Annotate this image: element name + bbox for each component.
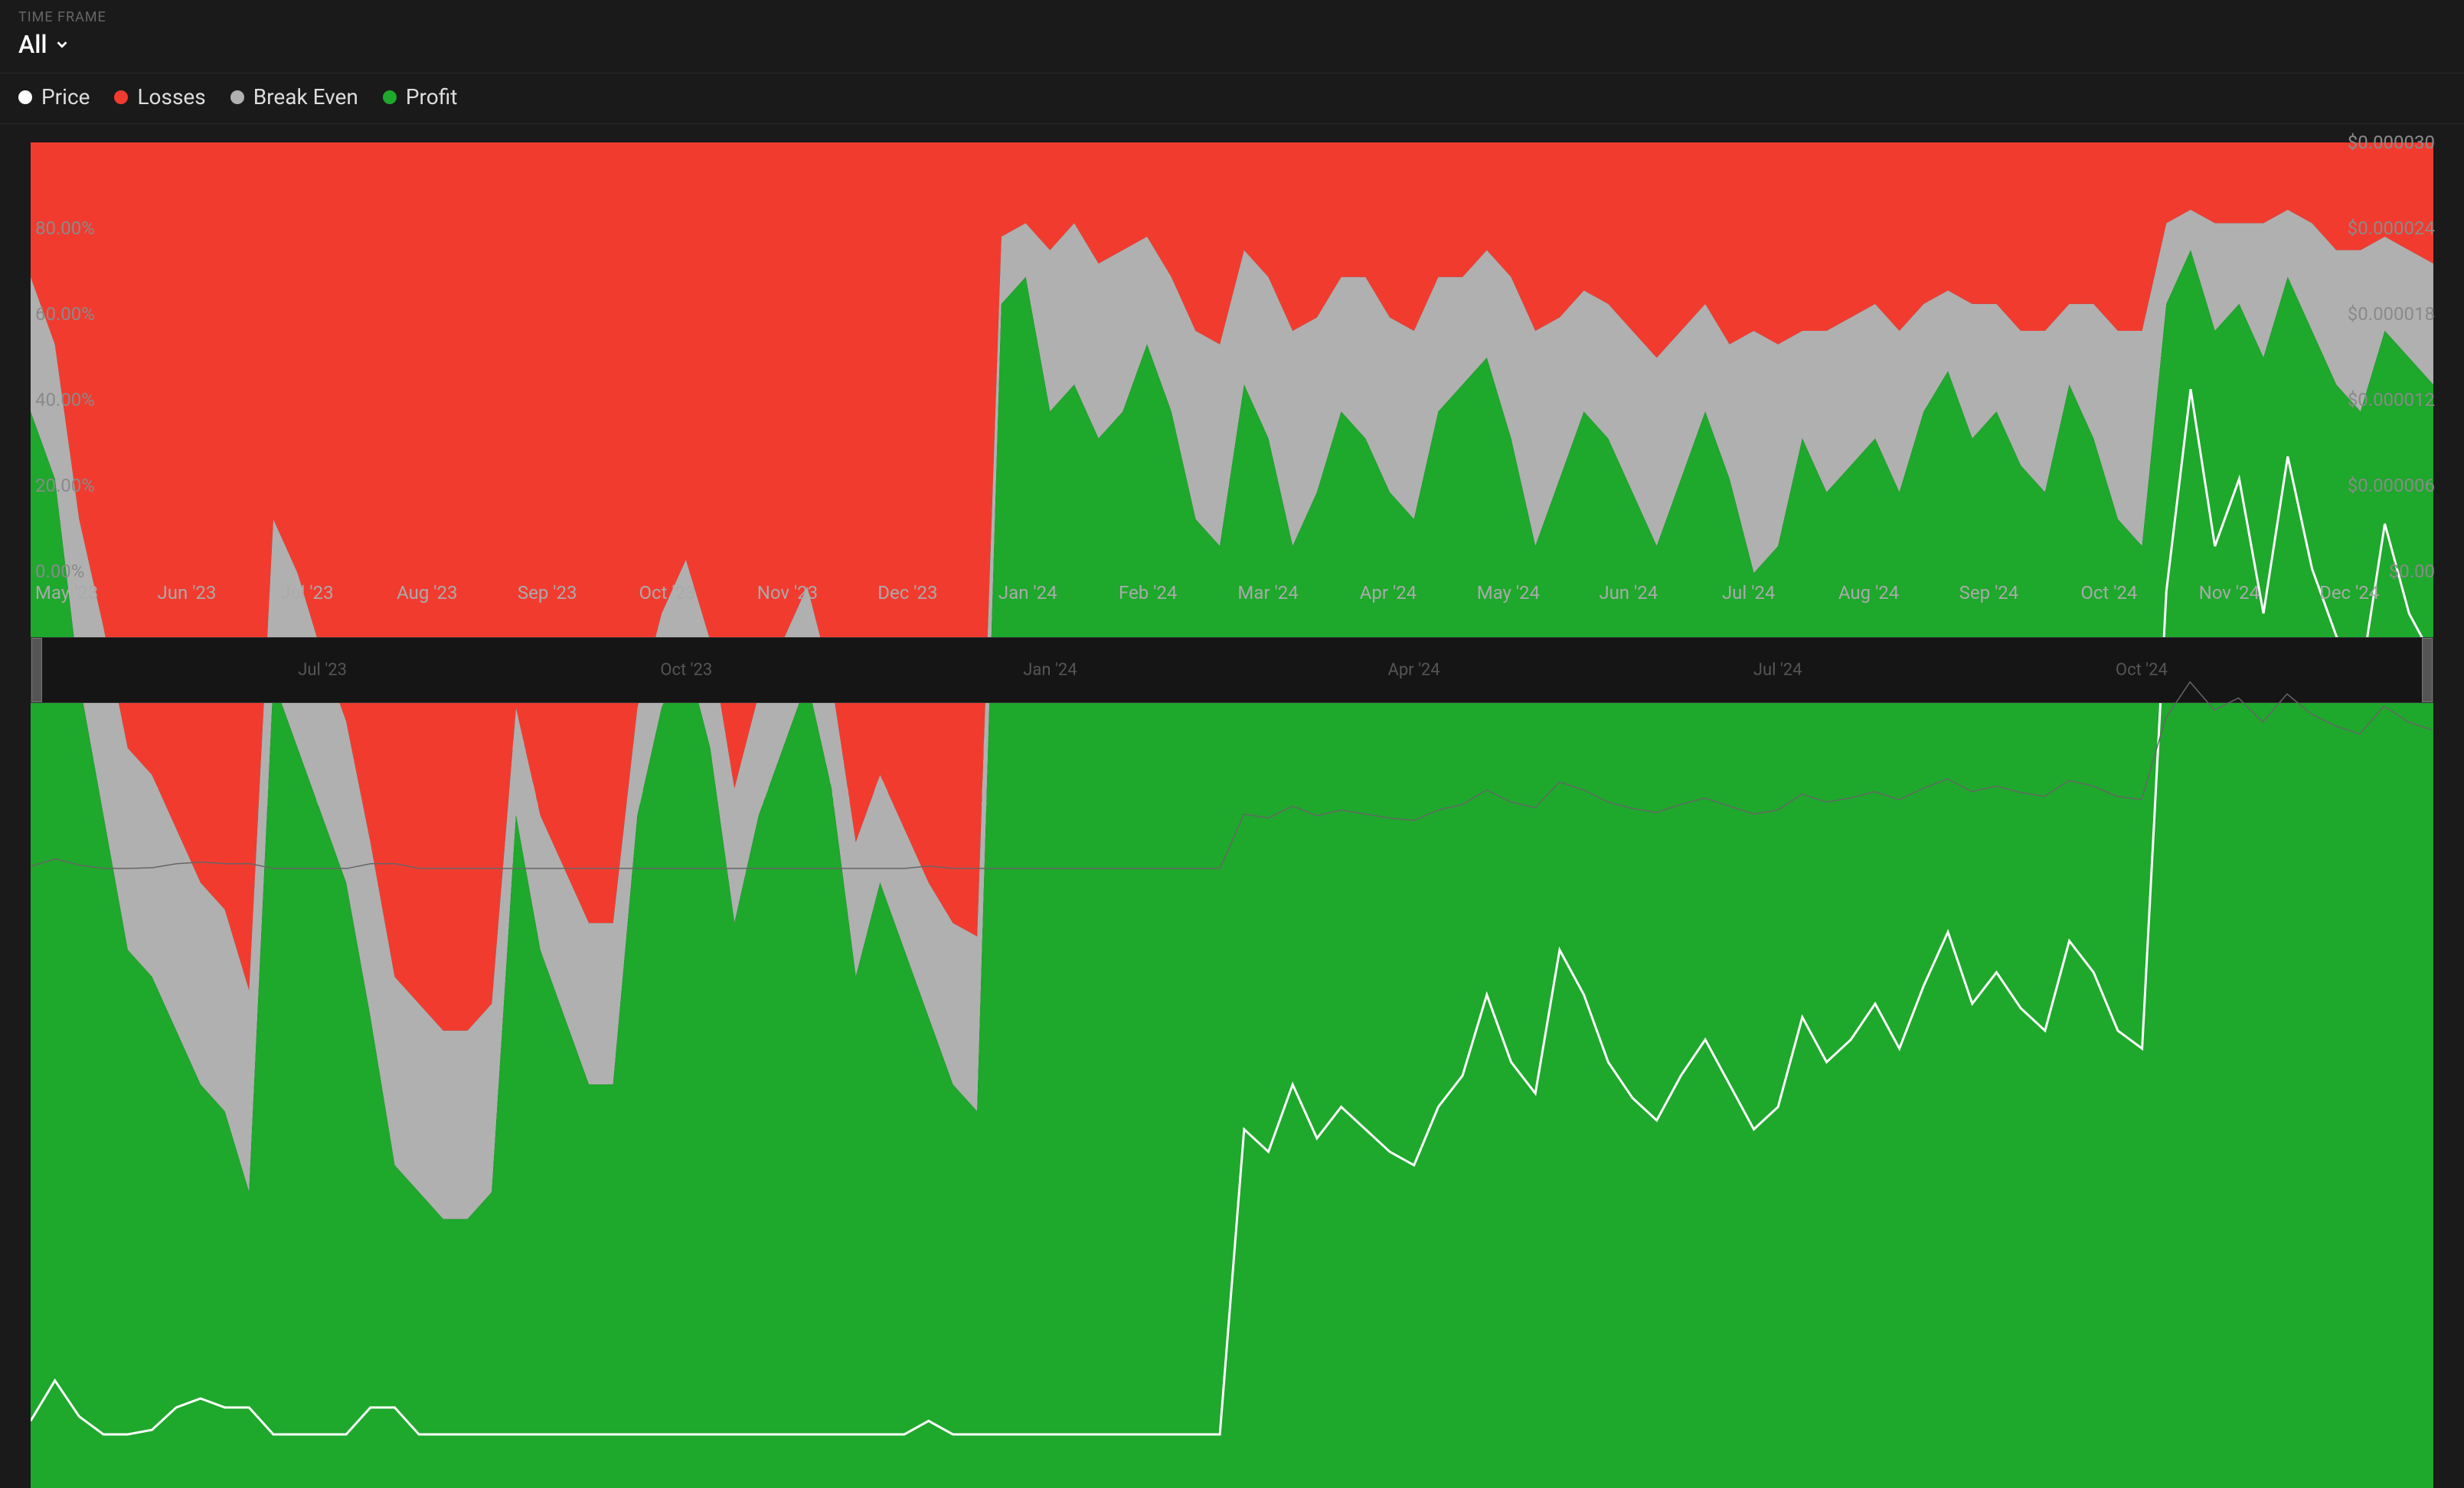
legend-label: Price [41, 84, 90, 110]
legend-dot-icon [383, 90, 397, 104]
x-tick: Sep '24 [1959, 582, 2019, 603]
brush-handle-left[interactable] [31, 638, 42, 702]
x-tick: Nov '23 [757, 582, 818, 603]
legend-item[interactable]: Profit [383, 84, 458, 110]
timeframe-bar: TIME FRAME All [0, 0, 2464, 74]
chart-area: 0.00%20.00%40.00%60.00%80.00% $0.00$0.00… [0, 124, 2464, 571]
x-tick: May '23 [35, 582, 98, 603]
x-tick: May '24 [1477, 582, 1540, 603]
legend-item[interactable]: Losses [114, 84, 205, 110]
x-tick: Aug '24 [1838, 582, 1899, 603]
x-tick: Jul '23 [280, 582, 333, 603]
x-tick: Apr '24 [1360, 582, 1417, 603]
x-tick: Feb '24 [1119, 582, 1177, 603]
legend-dot-icon [230, 90, 244, 104]
x-tick: Dec '24 [2319, 582, 2379, 603]
x-tick: Jul '24 [1722, 582, 1775, 603]
x-tick: Mar '24 [1237, 582, 1298, 603]
x-tick: Sep '23 [518, 582, 577, 603]
x-tick: Oct '24 [2080, 582, 2137, 603]
legend-label: Break Even [253, 84, 358, 110]
timeframe-label: TIME FRAME [18, 9, 2446, 25]
legend-label: Losses [137, 84, 205, 110]
x-tick: Nov '24 [2199, 582, 2260, 603]
x-tick: Jun '23 [158, 582, 217, 603]
x-tick: Jan '24 [998, 582, 1057, 603]
x-tick: Oct '23 [639, 582, 696, 603]
x-tick: Jun '24 [1599, 582, 1658, 603]
legend-dot-icon [18, 90, 32, 104]
brush-handle-right[interactable] [2422, 638, 2433, 702]
legend-dot-icon [114, 90, 128, 104]
legend: Price Losses Break Even Profit [0, 74, 2464, 124]
chevron-down-icon [54, 36, 70, 53]
legend-label: Profit [406, 84, 458, 110]
timeframe-value: All [18, 30, 47, 59]
root: TIME FRAME All Price Losses Break Even Prof… [0, 0, 2464, 934]
main-chart[interactable]: 0.00%20.00%40.00%60.00%80.00% $0.00$0.00… [31, 142, 2433, 571]
timeframe-dropdown[interactable]: All [18, 25, 70, 70]
legend-item[interactable]: Break Even [230, 84, 358, 110]
x-tick: Dec '23 [877, 582, 937, 603]
brush-svg [31, 638, 2433, 878]
brush[interactable]: Jul '23Oct '23Jan '24Apr '24Jul '24Oct '… [31, 637, 2433, 703]
legend-item[interactable]: Price [18, 84, 90, 110]
x-tick: Aug '23 [397, 582, 457, 603]
